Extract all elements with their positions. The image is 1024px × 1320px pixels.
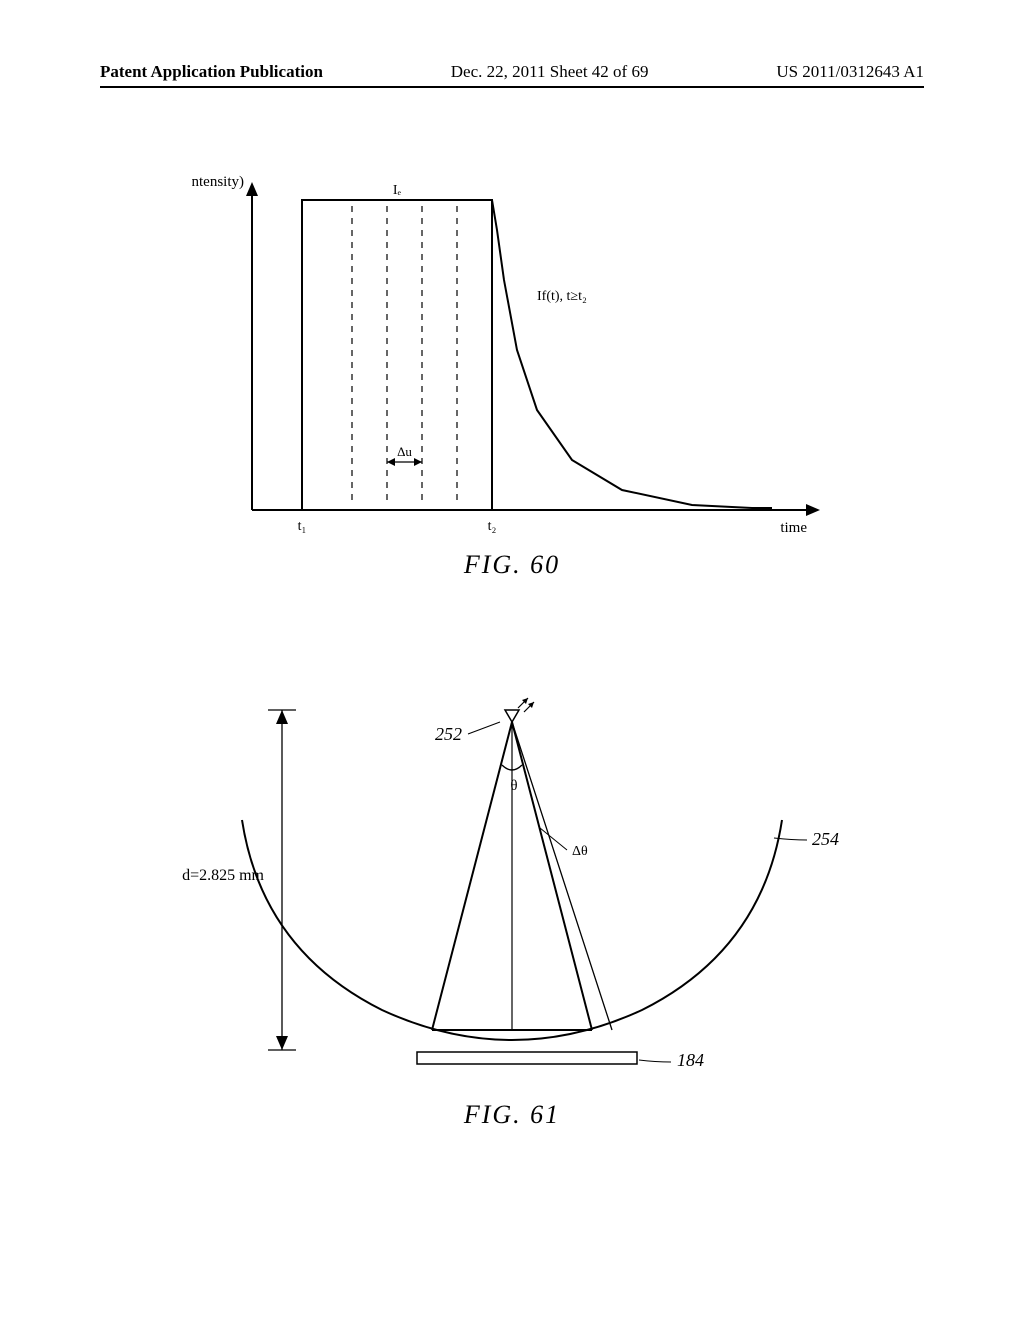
fig60-chart: I (Intensity) time Iₑ Δu If(t), t≥t₂ t₁ t₂ — [192, 170, 832, 550]
header-center: Dec. 22, 2011 Sheet 42 of 69 — [451, 62, 649, 82]
svg-text:252: 252 — [435, 724, 462, 744]
svg-text:If(t), t≥t₂: If(t), t≥t₂ — [537, 289, 587, 304]
header-right: US 2011/0312643 A1 — [776, 62, 924, 82]
svg-text:t₁: t₁ — [298, 519, 307, 534]
figure-61-area: θ Δθ d=2.825 mm 252 254 184 FIG. 61 — [0, 690, 1024, 1130]
svg-text:t₂: t₂ — [488, 519, 497, 534]
fig60-caption: FIG. 60 — [0, 550, 1024, 580]
svg-text:d=2.825 mm: d=2.825 mm — [182, 867, 264, 884]
svg-text:Δu: Δu — [397, 444, 412, 459]
page-header: Patent Application Publication Dec. 22, … — [100, 62, 924, 88]
svg-text:θ: θ — [510, 778, 517, 794]
svg-text:time: time — [780, 520, 807, 536]
header-left: Patent Application Publication — [100, 62, 323, 82]
svg-text:I (Intensity): I (Intensity) — [192, 174, 244, 190]
svg-text:254: 254 — [812, 829, 839, 849]
figure-60-area: I (Intensity) time Iₑ Δu If(t), t≥t₂ t₁ t₂ FIG… — [0, 170, 1024, 580]
svg-text:Δθ: Δθ — [572, 844, 588, 859]
fig61-diagram: θ Δθ d=2.825 mm 252 254 184 — [152, 690, 872, 1090]
svg-text:184: 184 — [677, 1050, 704, 1070]
fig61-caption: FIG. 61 — [0, 1100, 1024, 1130]
svg-text:Iₑ: Iₑ — [393, 183, 402, 198]
